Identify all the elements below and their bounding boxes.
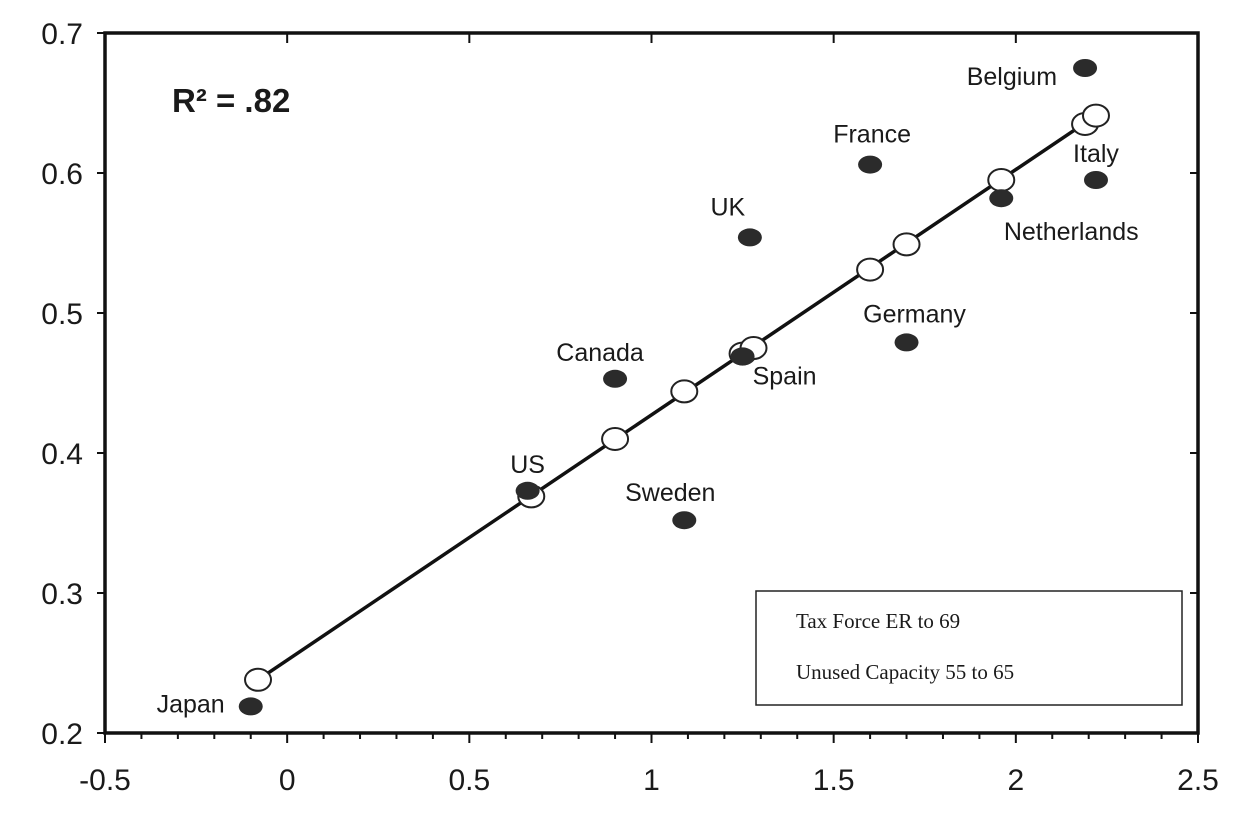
x-tick-label: 1.5 — [813, 764, 855, 797]
actual-point — [858, 155, 883, 174]
fitted-point — [856, 257, 885, 282]
legend-box — [755, 590, 1183, 706]
actual-point — [603, 369, 628, 388]
x-tick-label: 2 — [1007, 764, 1024, 797]
actual-point — [672, 511, 697, 530]
r-squared-annotation: R² = .82 — [172, 82, 290, 119]
fitted-point — [244, 667, 273, 692]
point-label-netherlands: Netherlands — [1004, 218, 1139, 246]
fitted-point — [670, 379, 699, 404]
point-label-uk: UK — [711, 193, 746, 221]
fitted-point — [987, 168, 1016, 192]
point-label-us: US — [510, 451, 545, 479]
point-label-spain: Spain — [753, 362, 817, 390]
fitted-point — [1081, 103, 1110, 128]
point-labels: Japan US Sweden Canada Spain UK Germany France N… — [157, 63, 1139, 718]
point-label-france: France — [833, 121, 911, 149]
legend: Tax Force ER to 69 Unused Capacity 55 to… — [755, 590, 1183, 706]
y-tick-label: 0.5 — [41, 298, 83, 331]
point-label-sweden: Sweden — [625, 479, 715, 507]
x-tick-label: 2.5 — [1177, 764, 1219, 797]
actual-point — [989, 189, 1014, 208]
legend-line-1: Tax Force ER to 69 — [796, 609, 960, 633]
x-tick-label: 1 — [643, 764, 660, 797]
actual-point — [515, 481, 540, 500]
actual-point — [1083, 171, 1108, 189]
y-tick-label: 0.7 — [41, 18, 83, 51]
point-label-belgium: Belgium — [967, 63, 1057, 91]
point-label-canada: Canada — [556, 339, 644, 367]
x-tick-label: -0.5 — [79, 764, 131, 797]
point-label-italy: Italy — [1073, 140, 1119, 168]
actual-point — [730, 347, 755, 366]
actual-point — [737, 228, 762, 247]
axis-ticks: -0.5 0 0.5 1 1.5 2 2.5 0.2 0.3 0.4 0.5 0.6 0.7 — [41, 18, 1219, 797]
y-tick-label: 0.6 — [41, 158, 83, 191]
fitted-point — [892, 232, 921, 257]
actual-point — [1073, 59, 1098, 77]
actual-point — [238, 697, 263, 716]
point-label-japan: Japan — [157, 690, 225, 718]
y-tick-label: 0.2 — [41, 718, 83, 751]
actual-point — [894, 333, 919, 352]
y-tick-label: 0.3 — [41, 578, 83, 611]
point-label-germany: Germany — [863, 300, 966, 328]
x-tick-label: 0 — [279, 764, 296, 797]
fitted-point — [601, 427, 630, 451]
y-tick-label: 0.4 — [41, 438, 83, 471]
x-tick-label: 0.5 — [448, 764, 490, 797]
legend-line-2: Unused Capacity 55 to 65 — [796, 660, 1014, 684]
data-points — [238, 59, 1110, 716]
